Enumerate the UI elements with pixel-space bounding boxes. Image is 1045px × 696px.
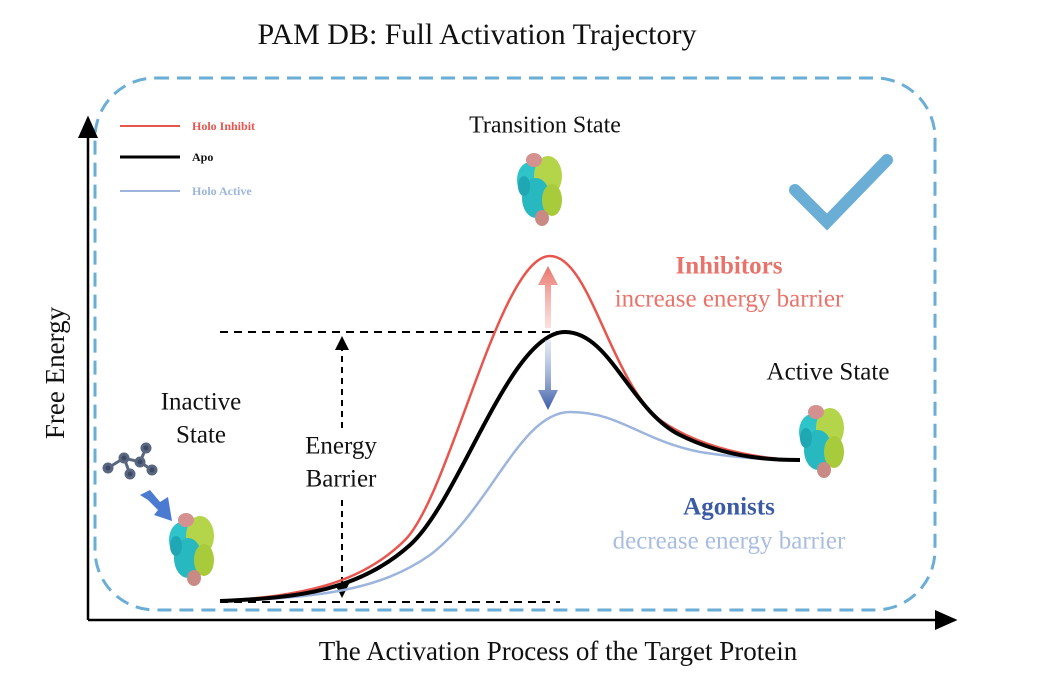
title: PAM DB: Full Activation Trajectory <box>258 18 697 51</box>
energy-barrier-label: Barrier <box>306 466 377 493</box>
inhibitors-label: Inhibitors <box>676 253 783 280</box>
active-state-label: Active State <box>767 359 890 386</box>
legend-label: Holo Inhibit <box>192 119 255 133</box>
inactive-state-label: State <box>176 422 226 449</box>
agonists-label: Agonists <box>683 494 775 521</box>
down-arrow <box>538 340 558 410</box>
agonists-effect: decrease energy barrier <box>613 528 846 555</box>
holo-inhibit-curve <box>219 254 801 603</box>
protein-structure <box>169 513 214 586</box>
holo-active-curve <box>219 410 801 603</box>
x-axis-label: The Activation Process of the Target Pro… <box>319 636 798 666</box>
transition-state-label: Transition State <box>469 113 621 139</box>
apo-curve <box>219 329 801 603</box>
protein-structure <box>517 153 562 226</box>
inactive-state-label: Inactive <box>161 389 242 416</box>
protein-structure <box>799 405 844 478</box>
energy-barrier-label: Energy <box>305 433 377 460</box>
legend-label: Apo <box>192 150 213 164</box>
y-axis-label: Free Energy <box>40 306 70 439</box>
up-arrow <box>538 266 558 328</box>
checkmark <box>789 154 893 231</box>
molecule <box>102 442 158 480</box>
binding-arrow <box>140 490 172 521</box>
legend-label: Holo Active <box>192 184 252 198</box>
inhibitors-effect: increase energy barrier <box>615 286 844 313</box>
frame <box>93 76 937 612</box>
